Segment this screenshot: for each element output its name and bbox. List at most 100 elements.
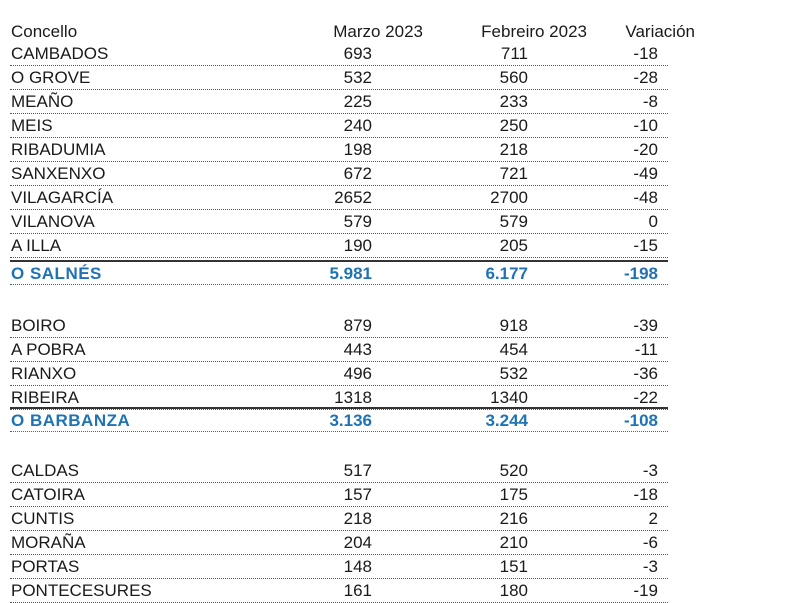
cell-variacion: -11 (634, 340, 658, 359)
table-row: A POBRA 443 454 -11 (10, 338, 668, 362)
cell-name: CAMBADOS (11, 44, 109, 63)
cell-variacion: -20 (633, 140, 658, 159)
cell-name: MEIS (11, 116, 53, 135)
cell-variacion: -6 (642, 533, 658, 552)
cell-name: MORAÑA (11, 533, 86, 552)
table-header: Concello Marzo 2023 Febreiro 2023 Variac… (10, 20, 695, 44)
cell-name: RIBEIRA (11, 388, 80, 407)
cell-febreiro: 532 (499, 364, 528, 383)
cell-marzo: 161 (343, 581, 372, 600)
cell-name: CALDAS (11, 461, 80, 480)
cell-marzo: 496 (343, 364, 372, 383)
cell-variacion: -36 (633, 364, 658, 383)
table-row: MEIS 240 250 -10 (10, 114, 668, 138)
cell-name: SANXENXO (11, 164, 106, 183)
table-row: MORAÑA 204 210 -6 (10, 531, 668, 555)
table-row: RIBEIRA 1318 1340 -22 (10, 386, 668, 410)
cell-variacion: -48 (633, 188, 658, 207)
cell-marzo: 1318 (334, 388, 372, 407)
total-variacion: -198 (623, 264, 658, 283)
cell-febreiro: 216 (499, 509, 528, 528)
cell-febreiro: 2700 (490, 188, 528, 207)
cell-febreiro: 520 (499, 461, 528, 480)
total-variacion: -108 (623, 411, 658, 430)
cell-marzo: 532 (343, 68, 372, 87)
cell-marzo: 443 (343, 340, 372, 359)
cell-variacion: -15 (633, 236, 658, 255)
cell-variacion: -49 (633, 164, 658, 183)
cell-variacion: 0 (648, 212, 658, 231)
cell-marzo: 672 (343, 164, 372, 183)
cell-variacion: -18 (633, 485, 658, 504)
table-row: CATOIRA 157 175 -18 (10, 483, 668, 507)
table-row: CALDAS 517 520 -3 (10, 459, 668, 483)
cell-febreiro: 454 (499, 340, 528, 359)
cell-febreiro: 218 (499, 140, 528, 159)
cell-febreiro: 711 (500, 44, 528, 63)
cell-febreiro: 721 (499, 164, 528, 183)
cell-marzo: 240 (343, 116, 372, 135)
table-row: A ILLA 190 205 -15 (10, 234, 668, 258)
cell-variacion: -10 (633, 116, 658, 135)
cell-febreiro: 250 (499, 116, 528, 135)
cell-name: CUNTIS (11, 509, 75, 528)
cell-name: O GROVE (11, 68, 91, 87)
cell-febreiro: 918 (499, 316, 528, 335)
cell-febreiro: 579 (499, 212, 528, 231)
cell-febreiro: 151 (499, 557, 528, 576)
header-marzo: Marzo 2023 (333, 22, 423, 41)
table-row: RIANXO 496 532 -36 (10, 362, 668, 386)
total-row: O SALNÉS 5.981 6.177 -198 (10, 260, 668, 285)
header-febreiro: Febreiro 2023 (481, 22, 587, 41)
cell-marzo: 517 (343, 461, 372, 480)
cell-febreiro: 210 (499, 533, 528, 552)
cell-variacion: -3 (642, 461, 658, 480)
cell-febreiro: 560 (499, 68, 528, 87)
total-name: O SALNÉS (11, 264, 102, 283)
cell-name: A POBRA (11, 340, 86, 359)
total-name: O BARBANZA (11, 411, 131, 430)
cell-marzo: 198 (343, 140, 372, 159)
table-row: CUNTIS 218 216 2 (10, 507, 668, 531)
total-febreiro: 3.244 (485, 411, 528, 430)
total-row: O BARBANZA 3.136 3.244 -108 (10, 407, 668, 432)
table-row: RIBADUMIA 198 218 -20 (10, 138, 668, 162)
cell-marzo: 579 (343, 212, 372, 231)
table-row: BOIRO 879 918 -39 (10, 314, 668, 338)
header-variacion: Variación (625, 22, 695, 41)
cell-febreiro: 233 (499, 92, 528, 111)
table-row: SANXENXO 672 721 -49 (10, 162, 668, 186)
cell-name: CATOIRA (11, 485, 85, 504)
total-marzo: 3.136 (329, 411, 372, 430)
cell-variacion: -39 (633, 316, 658, 335)
total-febreiro: 6.177 (485, 264, 528, 283)
cell-marzo: 204 (343, 533, 372, 552)
cell-variacion: -8 (642, 92, 658, 111)
cell-febreiro: 180 (499, 581, 528, 600)
table-row: VILAGARCÍA 2652 2700 -48 (10, 186, 668, 210)
cell-febreiro: 205 (499, 236, 528, 255)
table-row: O GROVE 532 560 -28 (10, 66, 668, 90)
cell-name: RIANXO (11, 364, 77, 383)
cell-name: MEAÑO (11, 92, 74, 111)
cell-marzo: 2652 (334, 188, 372, 207)
cell-name: PONTECESURES (11, 581, 152, 600)
cell-febreiro: 1340 (490, 388, 528, 407)
cell-febreiro: 175 (499, 485, 528, 504)
cell-variacion: 2 (648, 509, 658, 528)
cell-marzo: 879 (343, 316, 372, 335)
total-marzo: 5.981 (329, 264, 372, 283)
cell-name: VILANOVA (11, 212, 95, 231)
cell-marzo: 148 (343, 557, 372, 576)
table-row: PORTAS 148 151 -3 (10, 555, 668, 579)
cell-name: A ILLA (11, 236, 62, 255)
cell-marzo: 218 (343, 509, 372, 528)
cell-variacion: -3 (642, 557, 658, 576)
table-row: PONTECESURES 161 180 -19 (10, 579, 668, 603)
cell-variacion: -22 (633, 388, 658, 407)
table-row: MEAÑO 225 233 -8 (10, 90, 668, 114)
cell-name: RIBADUMIA (11, 140, 106, 159)
table-row: VILANOVA 579 579 0 (10, 210, 668, 234)
cell-marzo: 157 (343, 485, 372, 504)
cell-name: PORTAS (11, 557, 80, 576)
